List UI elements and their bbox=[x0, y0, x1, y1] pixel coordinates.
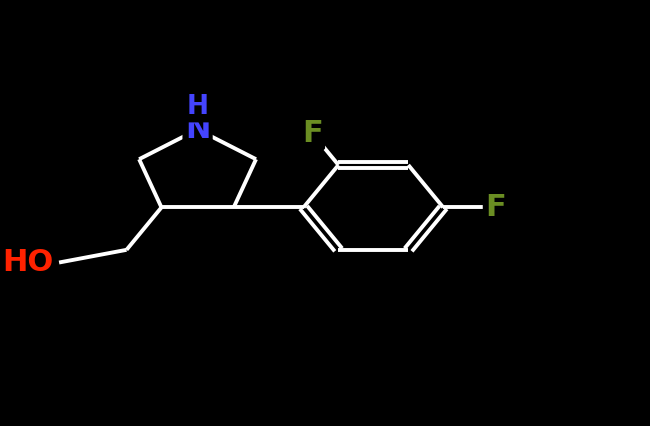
Text: F: F bbox=[485, 193, 506, 222]
Text: F: F bbox=[302, 119, 322, 148]
Text: H: H bbox=[187, 94, 209, 120]
Text: N: N bbox=[185, 115, 210, 144]
Text: HO: HO bbox=[2, 248, 53, 277]
